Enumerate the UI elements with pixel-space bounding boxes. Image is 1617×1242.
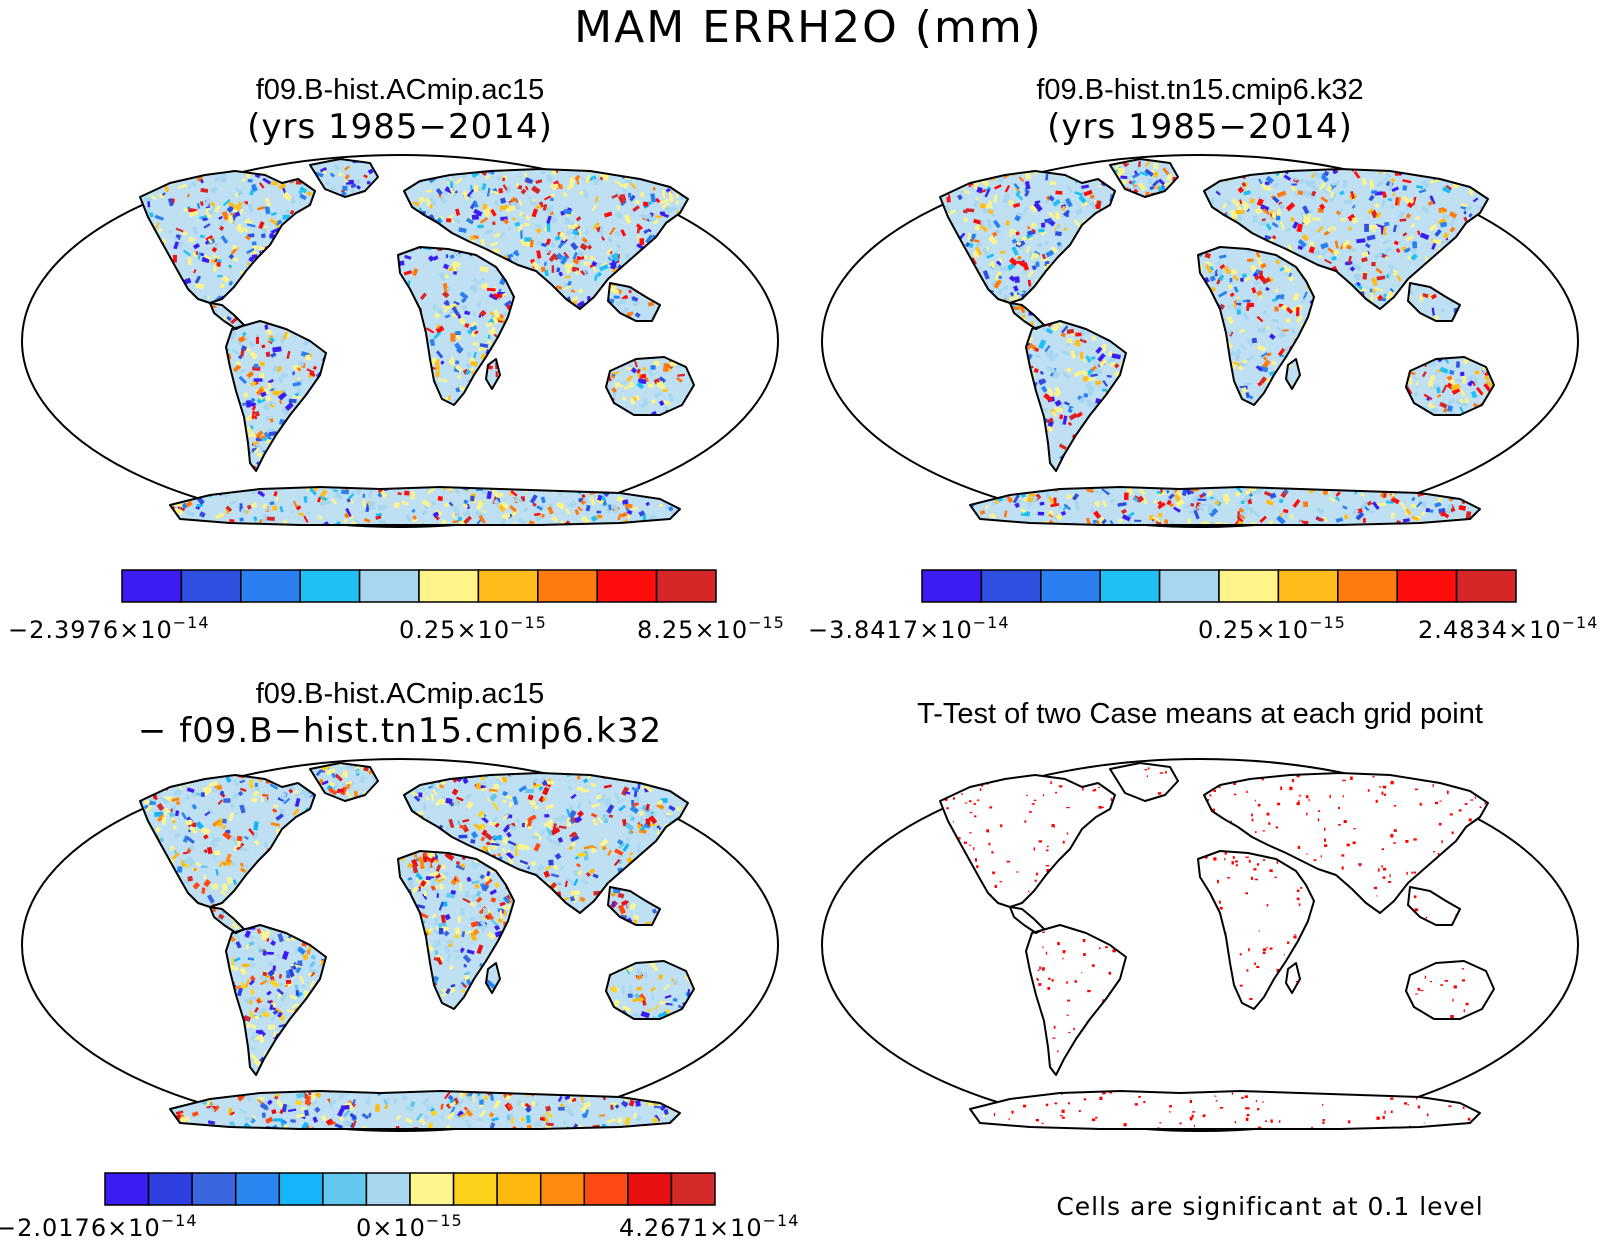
coastline-north-america xyxy=(939,170,1116,304)
colorbar-swatch xyxy=(1158,569,1220,603)
coastline-north-america xyxy=(139,170,316,304)
coastline-greenland xyxy=(1109,762,1179,802)
colorbar-swatch xyxy=(1040,569,1101,603)
colorbar-case2-tick-mid: 0.25×10−15 xyxy=(1198,613,1346,644)
map-diff xyxy=(21,758,779,1132)
colorbar-swatch xyxy=(365,1172,411,1206)
colorbar-swatch xyxy=(278,1172,324,1206)
colorbar-swatch xyxy=(104,1172,150,1206)
coastline-southeast-asia xyxy=(1407,282,1461,322)
colorbar-swatch xyxy=(627,1172,673,1206)
coastline-eurasia xyxy=(403,168,689,310)
map-ttest xyxy=(821,758,1579,1132)
colorbar-swatch xyxy=(670,1172,716,1206)
colorbar-swatch xyxy=(1455,569,1517,603)
colorbar-case2-tick-max: 2.4834×10−14 xyxy=(1418,613,1599,644)
panel-title-case1: f09.B-hist.ACmip.ac15 xyxy=(255,74,545,106)
coastline-australia xyxy=(605,960,695,1020)
colorbar-swatch xyxy=(418,569,480,603)
map-case1 xyxy=(21,154,779,528)
colorbar-swatch xyxy=(496,1172,542,1206)
coastline-north-america xyxy=(139,774,316,908)
colorbar-swatch xyxy=(1218,569,1280,603)
colorbar-swatch xyxy=(980,569,1042,603)
colorbar-diff xyxy=(104,1172,716,1206)
figure-title: MAM ERRH2O (mm) xyxy=(574,2,1043,53)
coastline-madagascar xyxy=(485,962,501,994)
colorbar-swatch xyxy=(240,569,301,603)
coastline-australia xyxy=(1405,960,1495,1020)
colorbar-swatch xyxy=(121,569,183,603)
panel-title-case2: f09.B-hist.tn15.cmip6.k32 xyxy=(1036,74,1364,106)
colorbar-swatch xyxy=(409,1172,455,1206)
colorbar-case2 xyxy=(921,569,1517,603)
colorbar-swatch xyxy=(1099,569,1161,603)
coastline-greenland xyxy=(309,158,379,198)
coastline-southeast-asia xyxy=(1407,886,1461,926)
panel-title-ttest: T-Test of two Case means at each grid po… xyxy=(917,698,1483,730)
coastline-south-america xyxy=(225,924,327,1076)
colorbar-swatch xyxy=(299,569,361,603)
coastline-north-america xyxy=(939,774,1116,908)
colorbar-case1 xyxy=(121,569,717,603)
colorbar-swatch xyxy=(180,569,242,603)
panel-subtitle-case1: (yrs 1985−2014) xyxy=(247,107,553,147)
colorbar-swatch xyxy=(1396,569,1458,603)
colorbar-case1-tick-mid: 0.25×10−15 xyxy=(399,613,547,644)
panel-subtitle-case2: (yrs 1985−2014) xyxy=(1047,107,1353,147)
colorbar-diff-tick-mid: 0×10−15 xyxy=(356,1211,463,1242)
coastline-antarctica xyxy=(969,486,1481,526)
coastline-australia xyxy=(1405,356,1495,416)
colorbar-swatch xyxy=(358,569,420,603)
colorbar-swatch xyxy=(1277,569,1339,603)
coastline-madagascar xyxy=(1285,358,1301,390)
coastline-antarctica xyxy=(969,1090,1481,1130)
coastline-eurasia xyxy=(403,772,689,914)
colorbar-swatch xyxy=(655,569,717,603)
panel-title-diff: f09.B-hist.ACmip.ac15 xyxy=(255,678,545,710)
colorbar-swatch xyxy=(539,1172,586,1206)
colorbar-swatch xyxy=(234,1172,281,1206)
coastline-africa xyxy=(1197,850,1315,1010)
colorbar-swatch xyxy=(322,1172,368,1206)
map-case2 xyxy=(821,154,1579,528)
coastline-africa xyxy=(397,246,515,406)
colorbar-swatch xyxy=(147,1172,193,1206)
colorbar-swatch xyxy=(921,569,983,603)
coastline-south-america xyxy=(1025,320,1127,472)
coastline-south-america xyxy=(225,320,327,472)
colorbar-case2-tick-min: −3.8417×10−14 xyxy=(808,613,1010,644)
coastline-africa xyxy=(397,850,515,1010)
colorbar-swatch xyxy=(583,1172,629,1206)
colorbar-swatch xyxy=(191,1172,237,1206)
coastline-greenland xyxy=(309,762,379,802)
coastline-antarctica xyxy=(169,486,681,526)
coastline-madagascar xyxy=(485,358,501,390)
coastline-antarctica xyxy=(169,1090,681,1130)
coastline-southeast-asia xyxy=(607,282,661,322)
coastline-madagascar xyxy=(1285,962,1301,994)
coastline-eurasia xyxy=(1203,168,1489,310)
colorbar-case1-tick-min: −2.3976×10−14 xyxy=(8,613,210,644)
colorbar-diff-tick-min: −2.0176×10−14 xyxy=(0,1211,198,1242)
coastline-greenland xyxy=(1109,158,1179,198)
colorbar-swatch xyxy=(596,569,658,603)
colorbar-diff-tick-max: 4.2671×10−14 xyxy=(619,1211,800,1242)
panel-subtitle-diff: − f09.B−hist.tn15.cmip6.k32 xyxy=(137,711,663,751)
coastline-australia xyxy=(605,356,695,416)
colorbar-swatch xyxy=(1337,569,1398,603)
ttest-footnote: Cells are significant at 0.1 level xyxy=(1056,1192,1484,1221)
coastline-south-america xyxy=(1025,924,1127,1076)
coastline-southeast-asia xyxy=(607,886,661,926)
colorbar-swatch xyxy=(452,1172,498,1206)
colorbar-swatch xyxy=(537,569,598,603)
coastline-eurasia xyxy=(1203,772,1489,914)
colorbar-swatch xyxy=(477,569,539,603)
coastline-africa xyxy=(1197,246,1315,406)
colorbar-case1-tick-max: 8.25×10−15 xyxy=(637,613,785,644)
